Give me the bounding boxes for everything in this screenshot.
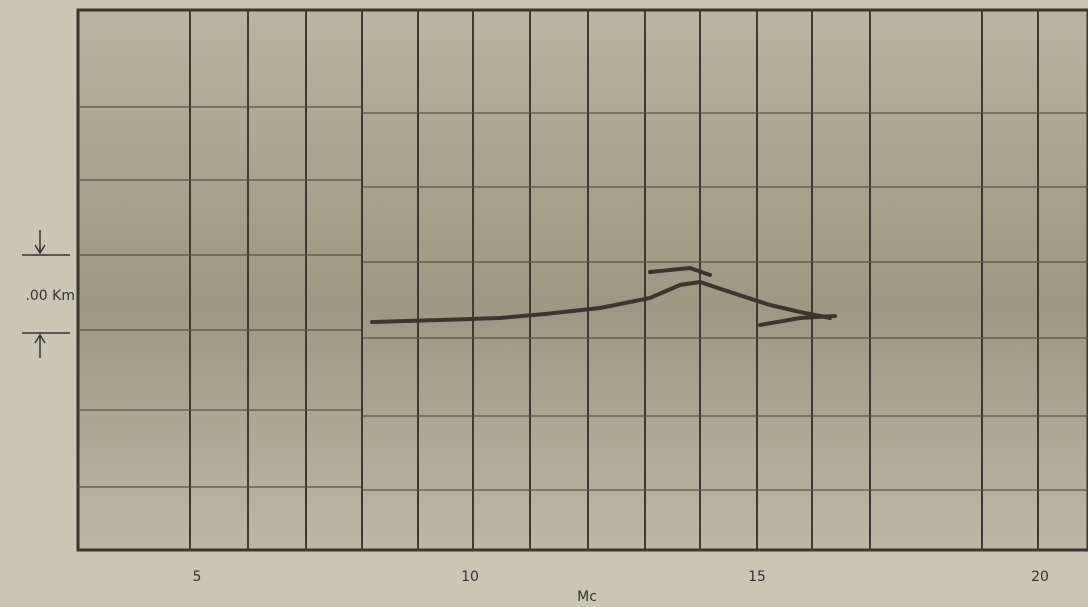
height-label: .00 Km: [25, 288, 75, 304]
grid: [78, 10, 1088, 550]
echo-trace: [370, 265, 837, 327]
x-label: 20: [1031, 569, 1049, 585]
film-border: [76, 8, 1088, 552]
x-label: 15: [748, 569, 766, 585]
marker-arrows: [34, 230, 46, 358]
x-label: 10: [461, 569, 479, 585]
x-title: Mc: [577, 589, 597, 605]
film-background: [78, 10, 1088, 550]
x-label: 5: [193, 569, 202, 585]
